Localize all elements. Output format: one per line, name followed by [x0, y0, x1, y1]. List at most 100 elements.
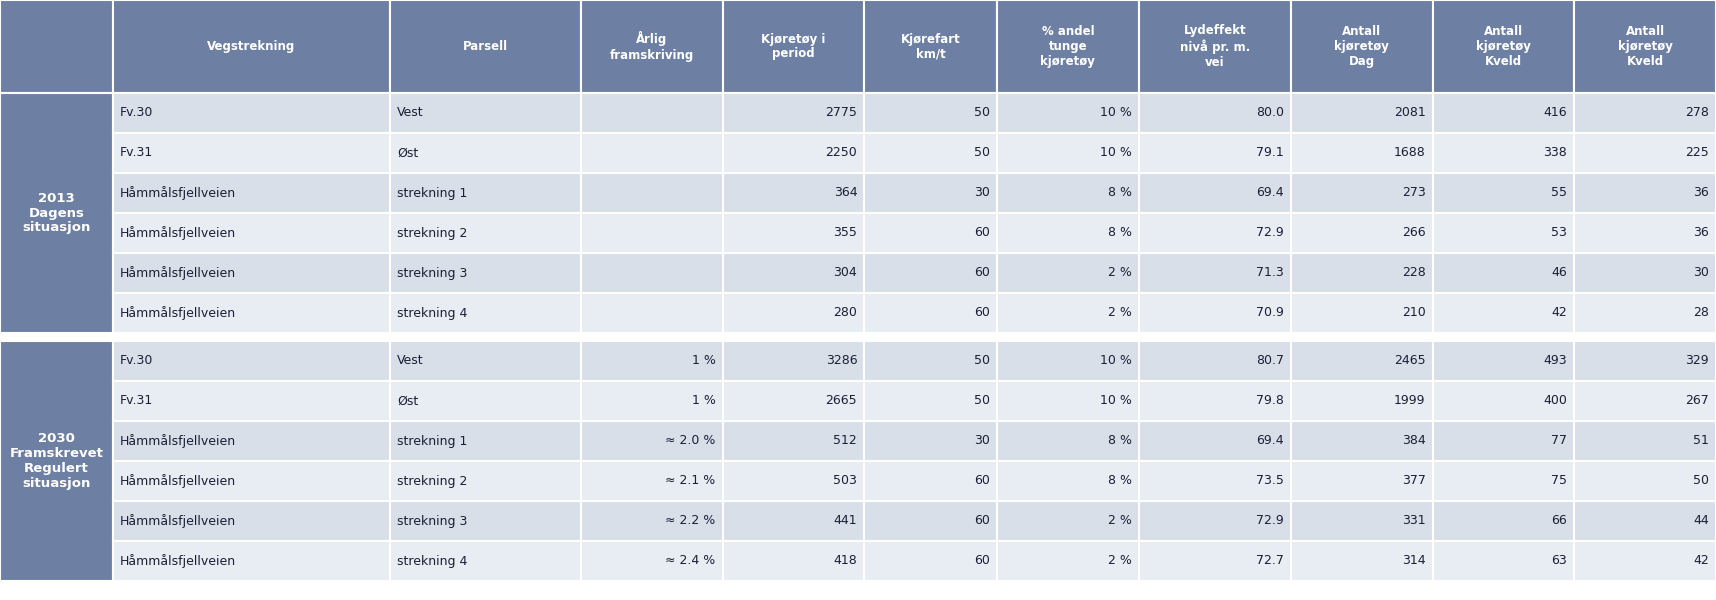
Text: Fv.31: Fv.31	[120, 146, 153, 160]
Bar	[865, 421, 997, 461]
Text: 60: 60	[975, 226, 990, 239]
Bar	[865, 0, 997, 93]
Text: 364: 364	[834, 187, 858, 199]
Bar	[1290, 421, 1433, 461]
Bar	[1290, 461, 1433, 501]
Bar	[390, 341, 580, 381]
Bar	[1574, 253, 1716, 293]
Bar	[1290, 381, 1433, 421]
Text: 418: 418	[834, 554, 858, 568]
Text: Håmmålsfjellveien: Håmmålsfjellveien	[120, 306, 237, 320]
Bar	[1290, 341, 1433, 381]
Text: 66: 66	[1551, 514, 1567, 527]
Bar	[997, 381, 1139, 421]
Bar	[1139, 461, 1290, 501]
Text: 278: 278	[1685, 107, 1709, 119]
Text: Øst: Øst	[396, 395, 419, 407]
Text: strekning 4: strekning 4	[396, 554, 467, 568]
Text: Lydeffekt
nivå pr. m.
vei: Lydeffekt nivå pr. m. vei	[1179, 24, 1249, 69]
Bar	[997, 501, 1139, 541]
Bar	[722, 381, 865, 421]
Bar	[580, 381, 722, 421]
Text: 2 %: 2 %	[1109, 307, 1133, 319]
Bar	[1433, 173, 1574, 213]
Text: 2 %: 2 %	[1109, 554, 1133, 568]
Bar	[113, 381, 390, 421]
Text: Fv.30: Fv.30	[120, 355, 153, 367]
Text: Håmmålsfjellveien: Håmmålsfjellveien	[120, 474, 237, 488]
Text: 8 %: 8 %	[1109, 226, 1133, 239]
Bar	[1433, 93, 1574, 133]
Text: 60: 60	[975, 307, 990, 319]
Text: Antall
kjøretøy
Kveld: Antall kjøretøy Kveld	[1618, 25, 1673, 68]
Bar	[390, 253, 580, 293]
Bar	[113, 0, 390, 93]
Text: strekning 2: strekning 2	[396, 475, 467, 487]
Text: 50: 50	[975, 355, 990, 367]
Bar	[997, 341, 1139, 381]
Text: 50: 50	[975, 146, 990, 160]
Text: Håmmålsfjellveien: Håmmålsfjellveien	[120, 266, 237, 280]
Bar	[865, 341, 997, 381]
Text: 10 %: 10 %	[1100, 107, 1133, 119]
Text: 400: 400	[1543, 395, 1567, 407]
Text: strekning 3: strekning 3	[396, 266, 467, 280]
Text: 73.5: 73.5	[1256, 475, 1284, 487]
Bar	[865, 173, 997, 213]
Text: 329: 329	[1685, 355, 1709, 367]
Text: 228: 228	[1402, 266, 1426, 280]
Text: 8 %: 8 %	[1109, 187, 1133, 199]
Bar	[997, 0, 1139, 93]
Bar	[1139, 381, 1290, 421]
Text: 210: 210	[1402, 307, 1426, 319]
Text: Antall
kjøretøy
Kveld: Antall kjøretøy Kveld	[1476, 25, 1531, 68]
Text: ≈ 2.1 %: ≈ 2.1 %	[666, 475, 716, 487]
Text: 441: 441	[834, 514, 858, 527]
Text: Håmmålsfjellveien: Håmmålsfjellveien	[120, 554, 237, 568]
Bar	[1139, 253, 1290, 293]
Bar	[390, 133, 580, 173]
Text: strekning 3: strekning 3	[396, 514, 467, 527]
Text: 80.0: 80.0	[1256, 107, 1284, 119]
Bar	[0, 341, 113, 581]
Text: 2013
Dagens
situasjon: 2013 Dagens situasjon	[22, 191, 91, 235]
Text: Vest: Vest	[396, 107, 424, 119]
Bar	[113, 541, 390, 581]
Text: % andel
tunge
kjøretøy: % andel tunge kjøretøy	[1040, 25, 1095, 68]
Bar	[580, 541, 722, 581]
Bar	[0, 333, 1716, 341]
Bar	[1290, 0, 1433, 93]
Bar	[865, 253, 997, 293]
Text: 2030
Framskrevet
Regulert
situasjon: 2030 Framskrevet Regulert situasjon	[10, 432, 103, 490]
Text: 10 %: 10 %	[1100, 355, 1133, 367]
Bar	[390, 501, 580, 541]
Text: 1688: 1688	[1393, 146, 1426, 160]
Bar	[1139, 93, 1290, 133]
Bar	[0, 93, 113, 333]
Text: 28: 28	[1694, 307, 1709, 319]
Text: 1 %: 1 %	[692, 395, 716, 407]
Bar	[580, 341, 722, 381]
Bar	[113, 293, 390, 333]
Bar	[113, 421, 390, 461]
Text: 30: 30	[975, 434, 990, 448]
Bar	[390, 293, 580, 333]
Bar	[580, 213, 722, 253]
Bar	[1574, 0, 1716, 93]
Text: 355: 355	[834, 226, 858, 239]
Text: 8 %: 8 %	[1109, 434, 1133, 448]
Bar	[1433, 541, 1574, 581]
Bar	[997, 133, 1139, 173]
Text: 1 %: 1 %	[692, 355, 716, 367]
Bar	[1433, 0, 1574, 93]
Text: Håmmålsfjellveien: Håmmålsfjellveien	[120, 226, 237, 240]
Bar	[1433, 253, 1574, 293]
Text: 79.1: 79.1	[1256, 146, 1284, 160]
Text: 2775: 2775	[825, 107, 858, 119]
Bar	[580, 421, 722, 461]
Bar	[1574, 461, 1716, 501]
Bar	[997, 461, 1139, 501]
Bar	[1433, 381, 1574, 421]
Text: 331: 331	[1402, 514, 1426, 527]
Bar	[1433, 213, 1574, 253]
